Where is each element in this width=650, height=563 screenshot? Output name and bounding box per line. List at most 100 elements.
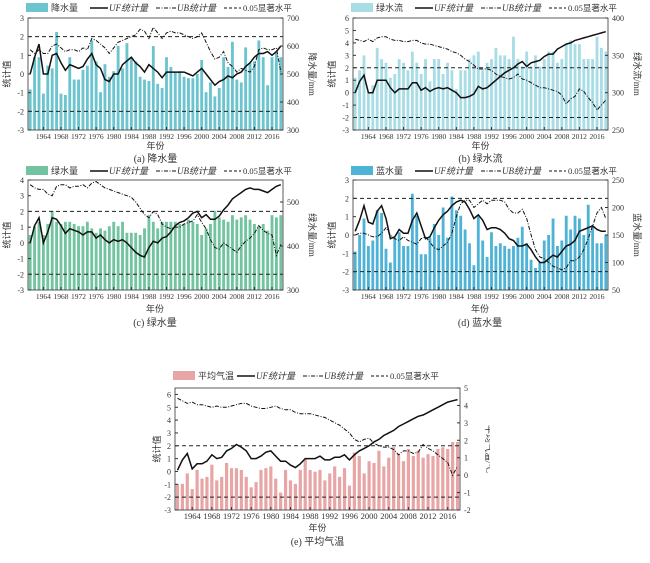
bar	[406, 70, 410, 130]
x-tick-label: 1988	[141, 132, 156, 140]
x-tick-label: 1972	[71, 132, 86, 140]
y-tick-label: 2	[20, 33, 24, 42]
y-tick-label: -1	[164, 480, 171, 489]
legend-swatch-bars	[26, 3, 48, 12]
bar	[200, 478, 204, 510]
bar	[261, 224, 265, 290]
legend-swatch-bars	[26, 166, 48, 175]
bar	[454, 210, 458, 290]
bar	[415, 62, 419, 130]
y2-axis-label: 蓝水量/mm	[632, 213, 643, 257]
x-tick-label: 1988	[302, 511, 319, 521]
bar	[498, 55, 502, 131]
bar	[147, 81, 151, 130]
ub-line	[355, 199, 607, 271]
legend-label-uf: UF统计量	[434, 166, 474, 176]
bar	[213, 210, 217, 290]
x-tick-label: 2004	[212, 292, 227, 300]
ub-line	[29, 181, 282, 258]
bar	[476, 215, 480, 290]
bar	[200, 235, 204, 290]
figure-caption: (c) 绿水量	[133, 316, 177, 329]
bar	[231, 41, 234, 130]
bar	[191, 221, 195, 290]
bar	[432, 224, 436, 290]
bar	[254, 482, 258, 510]
bar	[226, 67, 230, 130]
y-tick-label: 4	[345, 39, 349, 48]
y2-tick-label: 500	[287, 70, 299, 79]
bar	[397, 59, 401, 130]
bar	[269, 466, 273, 510]
bar	[357, 455, 361, 510]
bar	[248, 62, 252, 130]
bar	[411, 455, 415, 510]
bar	[560, 59, 564, 130]
legend: 绿水流 UF统计量 UB统计量 0.05显著水平	[351, 2, 617, 13]
bar	[266, 85, 270, 130]
x-tick-label: 1976	[89, 132, 104, 140]
bar	[68, 221, 72, 290]
x-tick-label: 2004	[380, 511, 398, 521]
legend-label-sig: 0.05显著水平	[243, 166, 292, 176]
bar	[81, 69, 85, 130]
bar	[308, 469, 312, 510]
bar	[226, 221, 230, 290]
y-axis-label: 统计值	[326, 221, 337, 248]
bar	[516, 237, 520, 290]
bar	[426, 454, 430, 510]
bar	[494, 47, 498, 130]
x-tick-label: 1968	[378, 132, 393, 140]
bar	[362, 55, 366, 131]
x-tick-label: 1996	[341, 511, 358, 521]
x-tick-label: 1984	[282, 511, 300, 521]
bar	[538, 262, 542, 290]
bar	[450, 196, 454, 290]
y-tick-label: 3	[345, 176, 349, 185]
bar	[112, 221, 116, 290]
bar	[182, 76, 186, 130]
caption-area-c: 年份 (c) 绿水量	[133, 303, 177, 329]
legend-label-ub: UB统计量	[324, 371, 364, 381]
bar	[446, 449, 450, 510]
bar	[529, 66, 533, 130]
bar	[37, 221, 41, 290]
bar	[235, 79, 239, 130]
y2-tick-label: 150	[612, 231, 624, 240]
x-tick-label: 1992	[484, 292, 499, 300]
bar	[352, 452, 356, 510]
legend-label-sig: 0.05显著水平	[568, 3, 617, 13]
bar	[209, 82, 212, 130]
x-tick-label: 1980	[431, 132, 446, 140]
bar	[441, 207, 445, 290]
chart-green-water-flow: 绿水流 UF统计量 UB统计量 0.05显著水平 -3 -2 -1 0 1 2 3 4 5 6 250 300…	[326, 2, 643, 141]
bar	[77, 79, 80, 130]
bar	[215, 480, 219, 510]
bar	[358, 235, 362, 290]
bar	[33, 57, 37, 131]
y-tick-label: -1	[342, 249, 349, 258]
bar	[195, 74, 199, 130]
bar	[224, 462, 229, 510]
bar	[129, 57, 133, 131]
bar	[380, 213, 384, 290]
y-tick-label: 3	[20, 192, 24, 201]
bar	[573, 44, 577, 131]
legend-label-bars: 绿水流	[376, 2, 403, 13]
bar	[205, 476, 209, 510]
bar	[446, 237, 449, 290]
bar	[371, 85, 375, 130]
y2-tick-label: 4	[464, 401, 468, 410]
bar	[586, 59, 590, 130]
x-tick-label: 2000	[361, 511, 378, 521]
x-tick-label: 1972	[223, 511, 240, 521]
y2-tick-label: 2	[464, 436, 468, 445]
bar	[252, 61, 256, 130]
bar	[375, 210, 379, 290]
y-tick-label: -1	[17, 255, 24, 264]
panel-a: 降水量 UF统计量 UB统计量 0.05显著水平 -3 -2 -1 0 1 2 3 300 400 500…	[0, 0, 325, 144]
bar	[129, 232, 133, 290]
legend: 绿水量 UF统计量 UB统计量 0.05显著水平	[26, 165, 292, 176]
caption-panel-d: 年份 (d) 蓝水量	[325, 300, 650, 344]
bar	[520, 66, 524, 130]
